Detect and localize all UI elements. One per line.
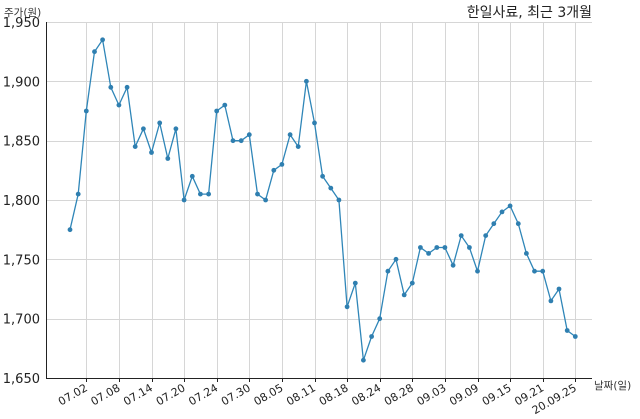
x-tick-label: 09.03 <box>415 381 449 408</box>
data-point <box>572 334 578 339</box>
price-series <box>67 37 578 363</box>
data-point <box>524 251 529 256</box>
x-tick-label: 08.28 <box>382 381 416 408</box>
data-point <box>450 262 456 268</box>
data-point <box>108 84 114 90</box>
data-point <box>434 245 440 250</box>
data-point <box>352 280 358 286</box>
data-point <box>442 245 448 250</box>
data-point <box>116 102 122 108</box>
data-point <box>507 203 513 209</box>
data-point <box>458 233 464 239</box>
y-tick-label: 1,650 <box>3 372 40 387</box>
data-point <box>409 280 415 286</box>
data-point <box>540 268 546 274</box>
x-tick-label: 07.02 <box>56 381 90 408</box>
data-point <box>467 245 472 250</box>
data-point <box>222 102 228 108</box>
data-point <box>548 298 554 304</box>
data-point <box>393 256 399 262</box>
y-tick-label: 1,900 <box>3 75 40 90</box>
data-point <box>141 126 146 132</box>
data-point <box>246 132 252 138</box>
data-point <box>344 304 350 310</box>
y-tick-label: 1,950 <box>3 16 40 31</box>
data-point <box>263 197 268 203</box>
x-axis-title: 날짜(일) <box>594 379 631 392</box>
x-tick-label: 08.18 <box>317 381 351 408</box>
data-point <box>418 245 423 250</box>
data-point <box>189 173 195 179</box>
x-tick-label: 07.24 <box>186 381 220 408</box>
data-point <box>287 132 293 138</box>
data-point <box>173 126 179 132</box>
x-tick-label: 07.14 <box>121 381 155 408</box>
y-tick-label: 1,850 <box>3 135 40 150</box>
y-tick-label: 1,800 <box>3 194 40 209</box>
data-point <box>206 191 212 197</box>
data-point <box>369 334 374 339</box>
x-tick-labels: 07.0207.0807.1407.2007.2407.3008.0508.11… <box>56 381 579 417</box>
data-point <box>230 138 236 144</box>
data-point <box>157 120 163 126</box>
data-point <box>92 49 97 55</box>
data-point <box>100 37 105 43</box>
y-axis-title: 주가(원) <box>4 7 41 19</box>
data-point <box>67 227 73 233</box>
data-point <box>377 316 383 322</box>
chart-title: 한일사료, 최근 3개월 <box>467 5 592 21</box>
data-point <box>564 328 570 333</box>
data-point <box>271 167 277 173</box>
data-point <box>304 78 309 84</box>
data-point <box>328 185 334 191</box>
data-point <box>165 156 171 161</box>
data-point <box>132 144 138 150</box>
data-point <box>198 191 203 197</box>
data-point <box>320 173 325 179</box>
data-point <box>515 221 521 227</box>
data-point <box>401 292 407 298</box>
data-point <box>499 209 505 215</box>
x-tick-label: 08.05 <box>252 381 286 408</box>
data-point <box>75 191 81 197</box>
data-point <box>214 108 220 114</box>
x-tick-label: 09.09 <box>447 381 481 408</box>
y-tick-label: 1,700 <box>3 313 40 328</box>
data-point <box>426 251 431 256</box>
data-point <box>336 197 342 203</box>
data-point <box>279 162 285 167</box>
data-point <box>124 84 130 90</box>
data-point <box>483 233 489 239</box>
y-tick-label: 1,750 <box>3 253 40 268</box>
data-point <box>181 197 187 203</box>
gridlines <box>46 22 592 379</box>
y-tick-labels: 1,650 1,700 1,750 1,800 1,850 1,900 1,950 <box>3 16 40 387</box>
data-point <box>475 268 480 274</box>
data-point <box>255 191 260 197</box>
x-tick-label: 07.08 <box>89 381 123 408</box>
data-point <box>83 108 89 114</box>
data-point <box>532 268 537 274</box>
data-point <box>491 221 497 227</box>
data-point <box>238 138 244 144</box>
x-tick-label: 08.24 <box>349 381 383 408</box>
x-tick-label: 08.11 <box>284 381 318 408</box>
data-point <box>295 144 301 150</box>
data-point <box>312 120 317 126</box>
data-point <box>361 357 366 363</box>
data-point <box>556 286 562 292</box>
axes <box>46 22 592 382</box>
x-tick-label: 07.30 <box>219 381 253 408</box>
data-point <box>385 268 391 274</box>
data-point <box>149 150 154 155</box>
x-tick-label: 09.15 <box>480 381 514 408</box>
x-tick-label: 07.20 <box>154 381 188 408</box>
